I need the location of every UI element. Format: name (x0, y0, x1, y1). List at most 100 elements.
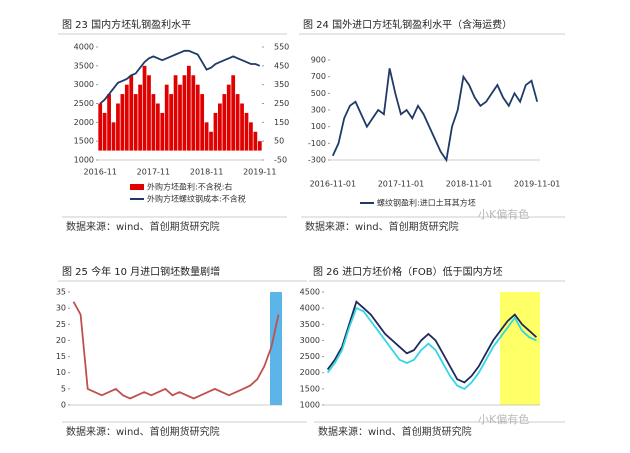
bar (178, 84, 182, 151)
bar (169, 94, 174, 151)
source: 数据来源：wind、首创期货研究院 (318, 425, 472, 438)
y-tick-label: 5 (61, 384, 66, 393)
y-tick-label: 25 (56, 320, 66, 329)
y-tick-label: 100 (311, 122, 326, 131)
bar (124, 84, 129, 151)
y2-tick-label: 250 (274, 99, 289, 108)
line (99, 49, 261, 105)
legend-label: 外购方坯螺纹钢成本:不含税 (147, 194, 246, 204)
bar (173, 75, 178, 151)
y-tick-label: 2500 (300, 352, 320, 361)
y-tick-label: -100 (308, 139, 326, 148)
bar (200, 94, 205, 151)
y-tick-label: 1000 (300, 401, 320, 410)
x-tick-label: 2018-11 (190, 168, 223, 177)
bar (253, 131, 258, 151)
bar (204, 122, 209, 151)
legend-label: 外购方坯盈利:不含税:右 (147, 182, 232, 192)
watermark: 小K偏有色 (478, 207, 529, 221)
y-tick-label: 1500 (74, 137, 94, 146)
bar (182, 75, 187, 151)
y-tick-label: 300 (311, 106, 326, 115)
bar (116, 103, 120, 151)
y2-tick-label: 350 (274, 80, 289, 89)
y-tick-label: 15 (56, 352, 66, 361)
bar (133, 94, 138, 151)
y-tick-label: 1500 (300, 384, 320, 393)
bar (195, 84, 200, 151)
source: 数据来源：wind、首创期货研究院 (66, 220, 220, 233)
y-tick-label: 1000 (74, 156, 94, 165)
y-tick-label: 500 (311, 89, 326, 98)
bar (107, 94, 111, 151)
bar (257, 141, 262, 151)
y-tick-label: 4000 (74, 43, 94, 52)
y-tick-label: 35 (56, 288, 66, 297)
y-tick-label: 900 (311, 56, 326, 65)
bar (102, 112, 107, 151)
chart-title: 图 26 进口方坯价格（FOB）低于国内方坯 (313, 265, 503, 278)
y-tick-label: 2000 (300, 368, 320, 377)
x-tick-label: 2019-11 (243, 168, 276, 177)
bar (191, 75, 196, 151)
y-tick-label: 3000 (300, 336, 320, 345)
watermark: 小K偏有色 (478, 412, 529, 426)
chart-title: 图 24 国外进口方坯轧钢盈利水平（含海运费） (303, 18, 512, 31)
chart-title: 图 23 国内方坯轧钢盈利水平 (62, 18, 191, 31)
y-tick-label: 4500 (300, 288, 320, 297)
line (326, 306, 537, 390)
bar (151, 94, 156, 151)
y2-tick-label: 150 (274, 118, 289, 127)
line (72, 301, 280, 400)
legend-label: 螺纹钢盈利:进口土耳其方坯 (377, 198, 476, 208)
bar (226, 84, 231, 151)
y2-tick-label: 50 (274, 137, 284, 146)
y-tick-label: 3500 (300, 320, 320, 329)
bar (160, 112, 165, 151)
bar (231, 75, 236, 151)
y-tick-label: 0 (61, 401, 66, 410)
y-tick-label: 2500 (74, 99, 94, 108)
y-tick-label: 3000 (74, 80, 94, 89)
bar (209, 131, 213, 151)
bar (142, 65, 147, 151)
x-tick-label: 2017-11-01 (378, 180, 425, 189)
bar (98, 103, 103, 151)
x-tick-label: 2016-11 (83, 168, 116, 177)
bar (213, 112, 218, 151)
legend-swatch (130, 184, 144, 190)
highlight (270, 292, 282, 405)
y2-tick-label: 450 (274, 61, 289, 70)
bar (147, 75, 151, 151)
highlight (500, 292, 540, 405)
bar (111, 122, 116, 151)
y-tick-label: 20 (56, 336, 66, 345)
source: 数据来源：wind、首创期货研究院 (305, 220, 459, 233)
bar (164, 84, 169, 151)
chart-title: 图 25 今年 10 月进口钢坯数量剧增 (62, 265, 220, 278)
y-tick-label: 2000 (74, 118, 94, 127)
bar (186, 65, 191, 151)
bar (218, 103, 222, 151)
line (326, 300, 538, 384)
bar (138, 84, 142, 151)
x-tick-label: 2019-11-01 (514, 180, 561, 189)
bar (249, 122, 253, 151)
x-tick-label: 2018-11-01 (446, 180, 493, 189)
bar (244, 112, 249, 151)
y2-tick-label: -50 (274, 156, 287, 165)
y-tick-label: 700 (311, 72, 326, 81)
y-tick-label: 3500 (74, 61, 94, 70)
bar (120, 94, 125, 151)
bar (155, 103, 160, 151)
source: 数据来源：wind、首创期货研究院 (66, 425, 220, 438)
x-tick-label: 2016-11-01 (310, 180, 357, 189)
x-tick-label: 2017-11 (137, 168, 170, 177)
y-tick-label: 4000 (300, 304, 320, 313)
line (331, 68, 539, 163)
bar (240, 103, 244, 151)
y-tick-label: -300 (308, 156, 326, 165)
y2-tick-label: 550 (274, 43, 289, 52)
bar (222, 94, 227, 151)
